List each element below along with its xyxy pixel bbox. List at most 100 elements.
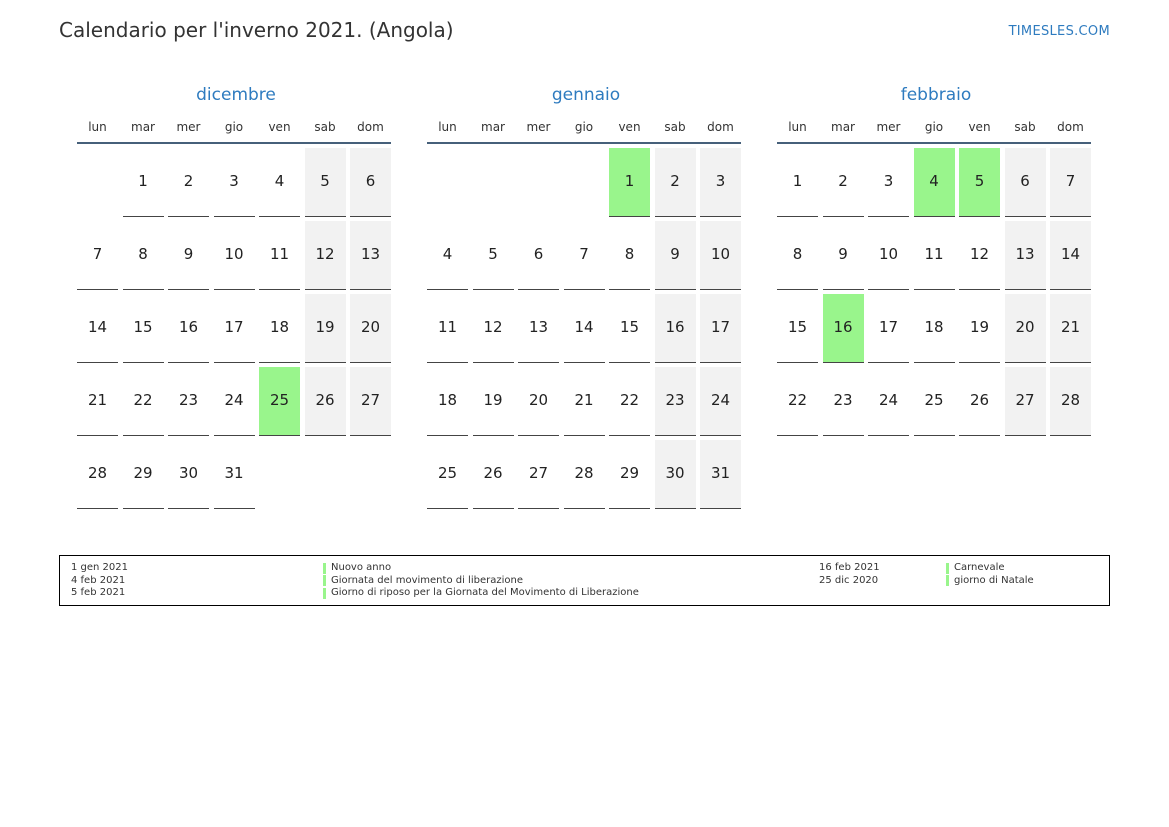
weekday-gio: gio bbox=[574, 120, 594, 134]
day-cell: 11 bbox=[913, 221, 955, 290]
day-cell: 27 bbox=[350, 367, 391, 436]
empty-cell bbox=[518, 148, 559, 217]
legend-holiday-name: Giorno di riposo per la Giornata del Mov… bbox=[331, 587, 639, 598]
day-cell: 7 bbox=[563, 221, 605, 290]
month-name: gennaio bbox=[551, 85, 621, 105]
day-cell: 15 bbox=[777, 294, 818, 363]
day-cell: 4 bbox=[427, 221, 468, 290]
weekday-sab: sab bbox=[314, 120, 336, 134]
day-cell: 26 bbox=[472, 440, 514, 509]
legend-holiday-name: Giornata del movimento di liberazione bbox=[331, 574, 523, 586]
day-grid: 1 2 3 4 5 6 7 8 9 10 11 12 13 14 15 16 17 18 19 20 21 22 23 24 2… bbox=[777, 148, 1095, 436]
day-cell: 28 bbox=[563, 440, 605, 509]
brand-link[interactable]: TIMESLES.COM bbox=[1008, 24, 1110, 39]
day-cell: 5 bbox=[304, 148, 346, 217]
day-cell: 29 bbox=[122, 440, 164, 509]
day-cell: 3 bbox=[213, 148, 255, 217]
legend-date: 4 feb 2021 bbox=[71, 574, 126, 586]
day-cell-holiday: 16 bbox=[822, 294, 864, 363]
weekday-header: lun mar mer gio ven sab dom bbox=[427, 112, 745, 142]
weekday-gio: gio bbox=[224, 120, 244, 134]
legend-date: 5 feb 2021 bbox=[71, 587, 126, 598]
day-cell: 25 bbox=[427, 440, 468, 509]
legend-holiday-name: Carnevale bbox=[954, 562, 1005, 573]
day-cell: 8 bbox=[777, 221, 818, 290]
day-cell: 12 bbox=[959, 221, 1000, 290]
day-cell: 17 bbox=[213, 294, 255, 363]
day-cell: 15 bbox=[122, 294, 164, 363]
empty-cell bbox=[427, 148, 468, 217]
day-cell: 15 bbox=[609, 294, 650, 363]
legend-holiday-marker bbox=[946, 575, 949, 586]
day-cell: 28 bbox=[77, 440, 118, 509]
day-cell: 1 bbox=[777, 148, 818, 217]
weekday-ven: ven bbox=[618, 120, 641, 134]
day-cell-holiday: 1 bbox=[609, 148, 650, 217]
day-cell: 9 bbox=[822, 221, 864, 290]
header-rule bbox=[427, 142, 741, 144]
day-cell: 20 bbox=[1004, 294, 1046, 363]
weekday-mar: mar bbox=[131, 120, 155, 134]
day-cell: 20 bbox=[350, 294, 391, 363]
holiday-legend: 1 gen 2021 Nuovo anno 4 feb 2021 Giornata d… bbox=[59, 555, 1110, 606]
month-name: febbraio bbox=[900, 85, 972, 105]
day-cell: 21 bbox=[1050, 294, 1091, 363]
day-cell: 12 bbox=[304, 221, 346, 290]
day-cell: 9 bbox=[654, 221, 696, 290]
weekday-ven: ven bbox=[968, 120, 991, 134]
day-grid: 1 2 3 4 5 6 7 8 9 10 11 12 13 14 15 16 17 18 19 20 21 22 23 24 2… bbox=[77, 148, 395, 509]
day-cell: 10 bbox=[700, 221, 741, 290]
day-cell-holiday: 4 bbox=[913, 148, 955, 217]
day-cell: 3 bbox=[700, 148, 741, 217]
weekday-mer: mer bbox=[526, 120, 551, 134]
day-cell: 6 bbox=[1004, 148, 1046, 217]
day-cell: 13 bbox=[350, 221, 391, 290]
weekday-gio: gio bbox=[924, 120, 944, 134]
day-cell: 16 bbox=[168, 294, 209, 363]
day-cell: 28 bbox=[1050, 367, 1091, 436]
day-cell-holiday: 5 bbox=[959, 148, 1000, 217]
month-dicembre: dicembre lun mar mer gio ven sab dom 1 2 3 4 5 6 7 8 9 10… bbox=[77, 82, 395, 509]
day-cell: 29 bbox=[609, 440, 650, 509]
weekday-dom: dom bbox=[707, 120, 734, 134]
day-cell: 10 bbox=[868, 221, 909, 290]
empty-cell bbox=[473, 148, 514, 217]
header-rule bbox=[77, 142, 391, 144]
weekday-lun: lun bbox=[88, 120, 107, 134]
day-cell: 31 bbox=[213, 440, 255, 509]
day-cell: 1 bbox=[122, 148, 164, 217]
day-cell: 14 bbox=[563, 294, 605, 363]
day-cell: 27 bbox=[518, 440, 559, 509]
day-cell: 8 bbox=[609, 221, 650, 290]
legend-date: 1 gen 2021 bbox=[71, 562, 129, 573]
day-cell: 7 bbox=[1050, 148, 1091, 217]
day-cell: 31 bbox=[700, 440, 741, 509]
day-cell: 11 bbox=[427, 294, 468, 363]
month-gennaio: gennaio lun mar mer gio ven sab dom 1 2 3 4 5 6 7 8 9 10 1… bbox=[427, 82, 745, 509]
empty-cell bbox=[77, 148, 118, 217]
day-cell: 22 bbox=[777, 367, 818, 436]
legend-holiday-marker bbox=[946, 562, 949, 574]
day-cell: 12 bbox=[472, 294, 514, 363]
weekday-lun: lun bbox=[438, 120, 457, 134]
day-cell: 7 bbox=[77, 221, 118, 290]
day-cell: 13 bbox=[518, 294, 559, 363]
legend-date: 25 dic 2020 bbox=[819, 574, 879, 586]
weekday-mar: mar bbox=[481, 120, 505, 134]
day-cell: 5 bbox=[472, 221, 514, 290]
day-cell: 16 bbox=[654, 294, 696, 363]
day-cell: 2 bbox=[822, 148, 864, 217]
day-cell: 23 bbox=[822, 367, 864, 436]
day-cell: 26 bbox=[959, 367, 1000, 436]
day-cell-holiday: 25 bbox=[259, 367, 300, 436]
weekday-sab: sab bbox=[664, 120, 686, 134]
legend-holiday-name: Nuovo anno bbox=[331, 562, 392, 573]
legend-holiday-marker bbox=[323, 575, 326, 586]
day-cell: 27 bbox=[1004, 367, 1046, 436]
weekday-dom: dom bbox=[357, 120, 384, 134]
day-cell: 21 bbox=[77, 367, 118, 436]
day-cell: 8 bbox=[122, 221, 164, 290]
day-cell: 19 bbox=[959, 294, 1000, 363]
day-cell: 17 bbox=[700, 294, 741, 363]
day-cell: 14 bbox=[77, 294, 118, 363]
